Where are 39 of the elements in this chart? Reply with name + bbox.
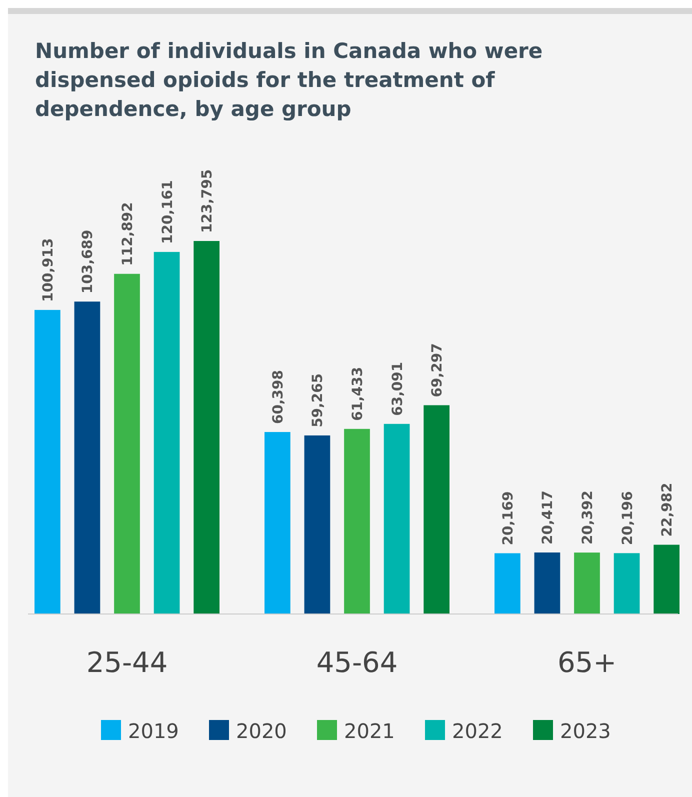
x-tick-label: 45-64	[316, 646, 398, 679]
bar	[304, 435, 330, 614]
data-label: 20,417	[540, 490, 556, 544]
bar	[34, 310, 60, 614]
data-label: 61,433	[350, 366, 366, 421]
bar	[74, 302, 100, 614]
legend-label: 2019	[128, 719, 179, 743]
chart-title: Number of individuals in Canada who were dispensed opioids for the treatment of dependence, by age group	[35, 39, 543, 121]
bar	[614, 553, 640, 614]
bar	[384, 424, 410, 614]
bar	[574, 552, 600, 614]
x-tick-label: 65+	[557, 646, 617, 679]
bar	[494, 553, 520, 614]
data-label: 22,982	[660, 482, 676, 537]
legend-label: 2020	[236, 719, 287, 743]
x-tick-label: 25-44	[86, 646, 168, 679]
legend-label: 2023	[560, 719, 611, 743]
bar	[264, 432, 290, 614]
legend-label: 2021	[344, 719, 395, 743]
bar	[424, 405, 450, 614]
data-label: 112,892	[120, 202, 136, 266]
data-label: 69,297	[430, 343, 446, 398]
data-label: 120,161	[160, 180, 176, 244]
data-label: 123,795	[200, 169, 216, 233]
bar	[114, 274, 140, 614]
bar	[534, 552, 560, 614]
bar	[344, 428, 370, 614]
data-label: 59,265	[310, 373, 326, 428]
bar	[194, 241, 220, 614]
legend-label: 2022	[452, 719, 503, 743]
bar	[654, 544, 680, 614]
data-label: 20,196	[620, 491, 636, 546]
data-label: 20,392	[580, 490, 596, 545]
data-label: 20,169	[500, 491, 516, 546]
data-label: 60,398	[270, 370, 286, 424]
data-label: 63,091	[390, 362, 406, 416]
bar	[154, 252, 180, 614]
data-label: 103,689	[80, 230, 96, 294]
data-label: 100,913	[40, 238, 56, 302]
